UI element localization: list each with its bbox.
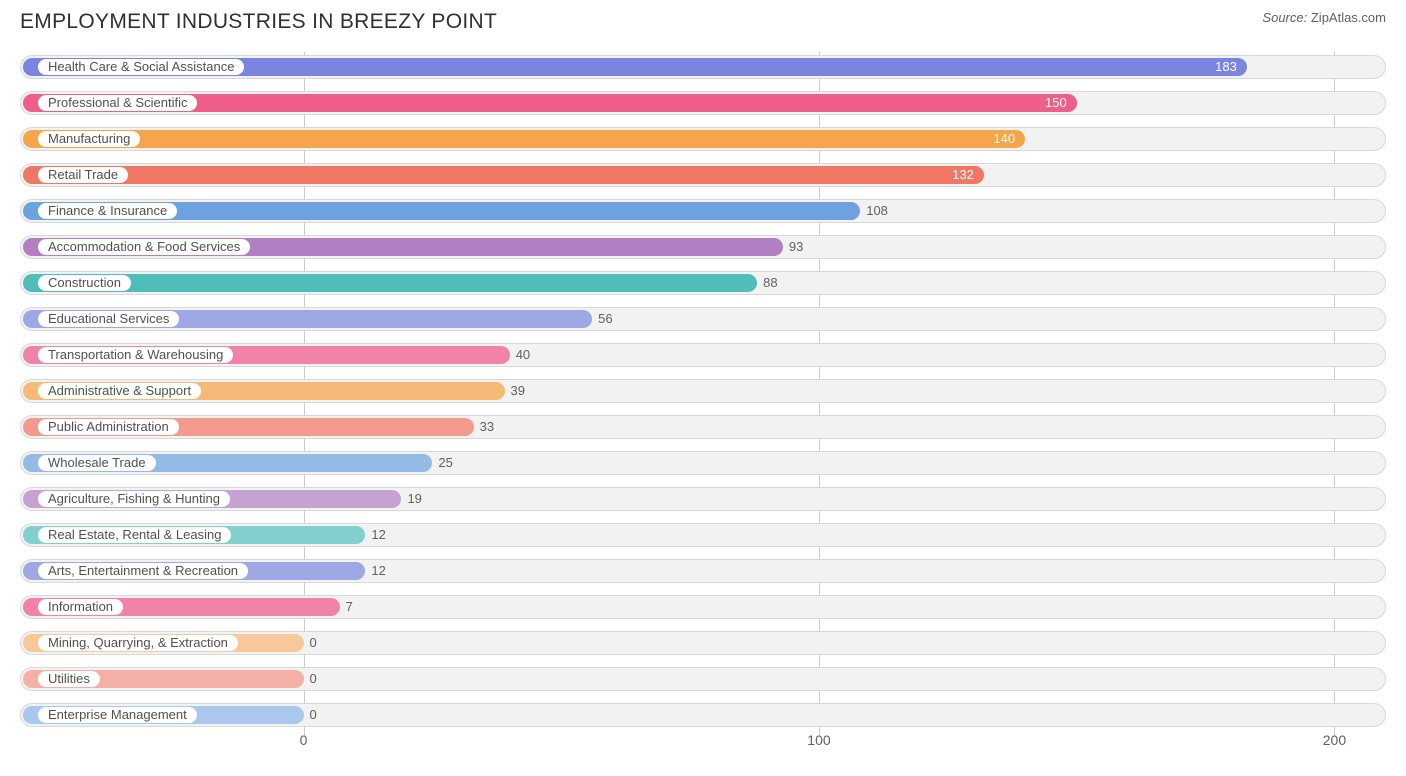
bar-row: Public Administration 33 bbox=[20, 412, 1386, 442]
chart-area: Health Care & Social Assistance183 Profes… bbox=[20, 52, 1386, 752]
bar-row: Finance & Insurance 108 bbox=[20, 196, 1386, 226]
bars-container: Health Care & Social Assistance183 Profes… bbox=[20, 52, 1386, 730]
bar-row: Real Estate, Rental & Leasing 12 bbox=[20, 520, 1386, 550]
bar-value: 19 bbox=[401, 490, 421, 508]
bar-value: 140 bbox=[23, 130, 1025, 148]
bar-value: 0 bbox=[304, 634, 317, 652]
bar-label: Wholesale Trade bbox=[38, 455, 156, 471]
bar-row: Educational Services 56 bbox=[20, 304, 1386, 334]
bar-value: 25 bbox=[432, 454, 452, 472]
bar-label: Transportation & Warehousing bbox=[38, 347, 233, 363]
bar-label: Mining, Quarrying, & Extraction bbox=[38, 635, 238, 651]
bar-label: Enterprise Management bbox=[38, 707, 197, 723]
bar-label: Accommodation & Food Services bbox=[38, 239, 250, 255]
bar-row: Transportation & Warehousing 40 bbox=[20, 340, 1386, 370]
bar-row: Accommodation & Food Services 93 bbox=[20, 232, 1386, 262]
bar-label: Utilities bbox=[38, 671, 100, 687]
bar-row: Administrative & Support 39 bbox=[20, 376, 1386, 406]
bar-label: Real Estate, Rental & Leasing bbox=[38, 527, 231, 543]
bar-label: Information bbox=[38, 599, 123, 615]
bar-value: 88 bbox=[757, 274, 777, 292]
bar-value: 7 bbox=[340, 598, 353, 616]
bar-value: 39 bbox=[505, 382, 525, 400]
x-axis: 0 100 200 bbox=[20, 732, 1386, 752]
bar-value: 108 bbox=[860, 202, 888, 220]
axis-tick: 100 bbox=[807, 732, 830, 748]
source-prefix: Source: bbox=[1262, 10, 1307, 25]
bar-value: 12 bbox=[365, 562, 385, 580]
bar-value: 40 bbox=[510, 346, 530, 364]
bar-row: Wholesale Trade 25 bbox=[20, 448, 1386, 478]
bar-value: 0 bbox=[304, 706, 317, 724]
bar-value: 56 bbox=[592, 310, 612, 328]
bar-row: Enterprise Management 0 bbox=[20, 700, 1386, 730]
axis-tick: 200 bbox=[1323, 732, 1346, 748]
bar-label: Administrative & Support bbox=[38, 383, 201, 399]
bar-value: 33 bbox=[474, 418, 494, 436]
bar-row: Health Care & Social Assistance183 bbox=[20, 52, 1386, 82]
bar-row: Professional & Scientific150 bbox=[20, 88, 1386, 118]
bar-row: Construction 88 bbox=[20, 268, 1386, 298]
bar-value: 0 bbox=[304, 670, 317, 688]
bar-row: Retail Trade132 bbox=[20, 160, 1386, 190]
bar-value: 93 bbox=[783, 238, 803, 256]
source-caption: Source: ZipAtlas.com bbox=[1262, 10, 1386, 25]
bar-label: Public Administration bbox=[38, 419, 179, 435]
bar-value: 12 bbox=[365, 526, 385, 544]
header: EMPLOYMENT INDUSTRIES IN BREEZY POINT So… bbox=[20, 10, 1386, 34]
bar-label: Agriculture, Fishing & Hunting bbox=[38, 491, 230, 507]
source-name: ZipAtlas.com bbox=[1311, 10, 1386, 25]
bar-label: Finance & Insurance bbox=[38, 203, 177, 219]
axis-tick: 0 bbox=[300, 732, 308, 748]
bar-label: Construction bbox=[38, 275, 131, 291]
bar-row: Information 7 bbox=[20, 592, 1386, 622]
bar-label: Arts, Entertainment & Recreation bbox=[38, 563, 248, 579]
bar-value: 132 bbox=[23, 166, 984, 184]
bar-value: 150 bbox=[23, 94, 1077, 112]
bar-row: Arts, Entertainment & Recreation 12 bbox=[20, 556, 1386, 586]
bar-label: Educational Services bbox=[38, 311, 179, 327]
bar bbox=[23, 274, 757, 292]
bar-row: Manufacturing140 bbox=[20, 124, 1386, 154]
bar-value: 183 bbox=[23, 58, 1247, 76]
bar-row: Utilities 0 bbox=[20, 664, 1386, 694]
bar-row: Mining, Quarrying, & Extraction 0 bbox=[20, 628, 1386, 658]
chart-title: EMPLOYMENT INDUSTRIES IN BREEZY POINT bbox=[20, 10, 497, 34]
bar-row: Agriculture, Fishing & Hunting 19 bbox=[20, 484, 1386, 514]
